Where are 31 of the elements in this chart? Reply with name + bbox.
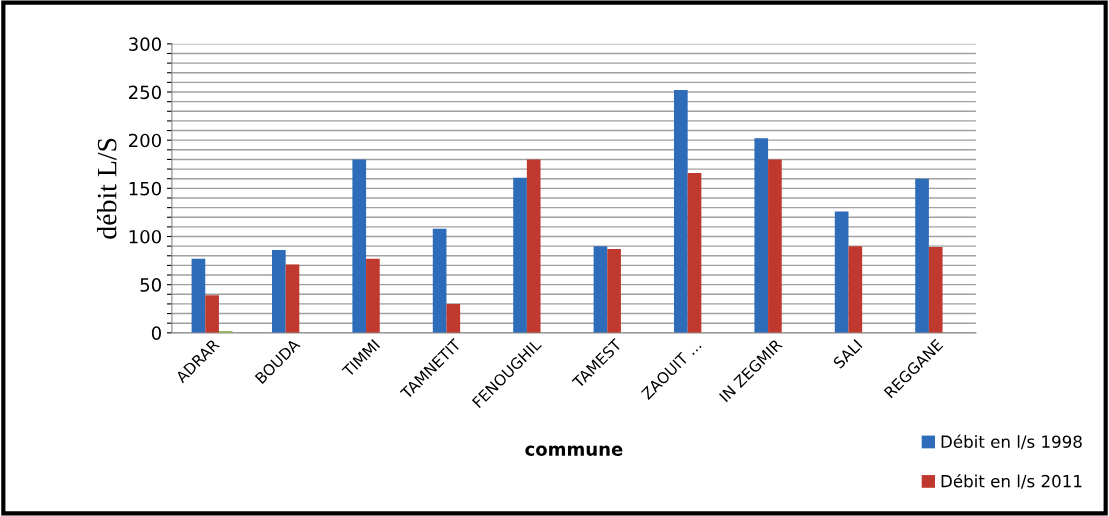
bar (446, 303, 461, 333)
bar (205, 295, 219, 333)
bar (674, 90, 688, 333)
bar (513, 177, 527, 333)
bar (593, 246, 608, 333)
y-tick-label: 0 (151, 326, 161, 340)
bar (285, 264, 300, 333)
bar (834, 211, 849, 333)
legend-label: Débit en l/s 1998 (941, 434, 1082, 450)
bar (915, 178, 929, 333)
bar (432, 228, 447, 333)
x-axis-title: commune (525, 445, 623, 456)
bar (272, 249, 286, 333)
y-tick-label: 50 (140, 278, 161, 292)
y-tick-label: 250 (129, 85, 161, 100)
y-tick-label: 200 (129, 133, 161, 148)
bar (687, 172, 702, 333)
y-axis-title: débit L/S (96, 138, 117, 239)
legend-label: Débit en l/s 2011 (941, 473, 1082, 489)
bar (352, 159, 367, 333)
bar (366, 258, 380, 333)
bar (607, 249, 621, 333)
bar (754, 138, 769, 333)
y-tick-label: 300 (129, 37, 161, 51)
bar (928, 247, 943, 333)
bar (848, 246, 863, 333)
y-tick-label: 100 (129, 229, 161, 244)
bar (526, 159, 541, 333)
y-tick-label: 150 (129, 181, 161, 196)
bar (768, 159, 782, 333)
bar (191, 258, 206, 333)
